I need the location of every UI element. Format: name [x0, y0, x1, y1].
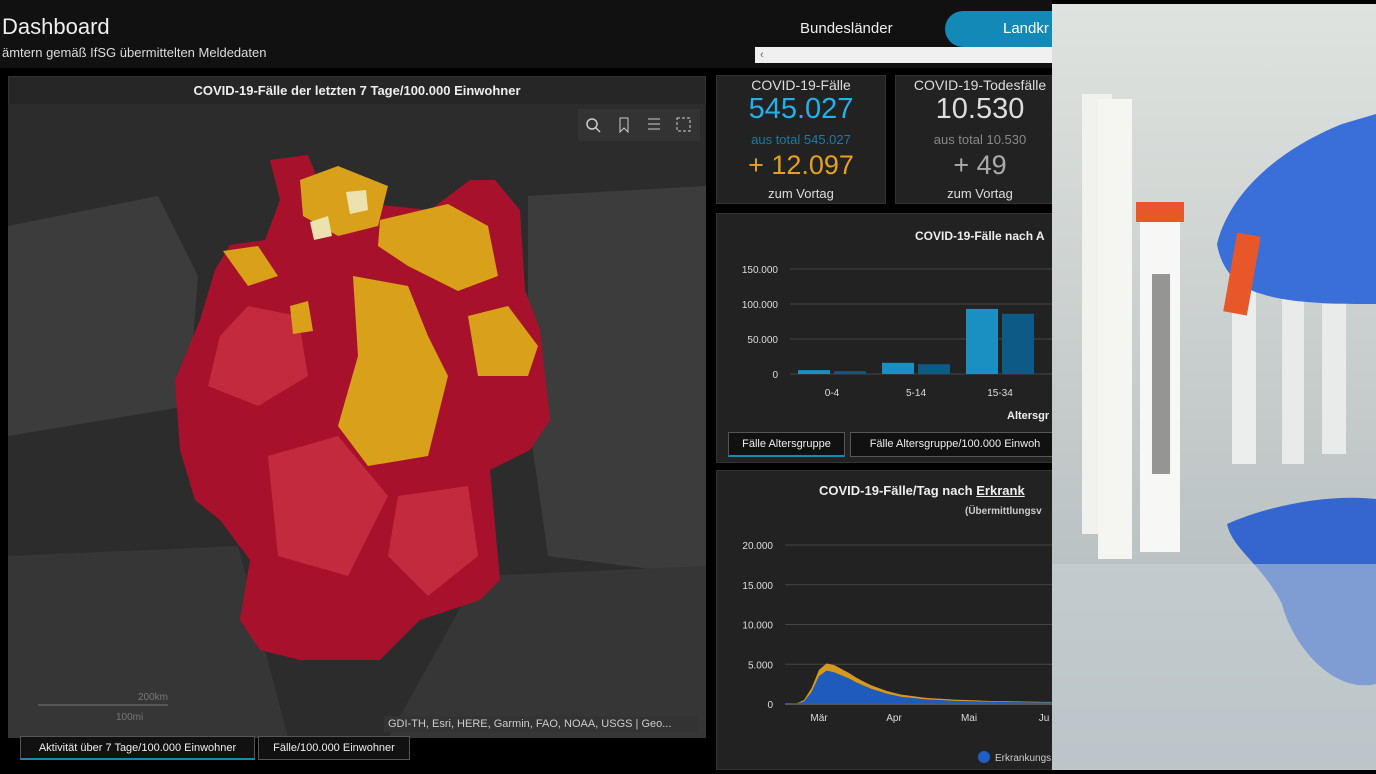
region	[388, 486, 478, 596]
region	[468, 306, 538, 376]
stat-label: COVID-19-Todesfälle	[913, 77, 1047, 93]
land	[388, 566, 706, 738]
charts: 0 50.000 100.000 150.000 0-4 5-14 15-34 0 5.000 1…	[742, 265, 1052, 764]
stat-total: aus total 10.530	[933, 132, 1027, 147]
x-tick-label: Ju	[1039, 713, 1050, 724]
stat-label: COVID-19-Fälle	[751, 77, 851, 93]
bar	[882, 362, 914, 374]
age-title: COVID-19-Fälle nach A	[915, 229, 1045, 243]
tab-label: Landkr	[1003, 20, 1049, 37]
legend-label: Erkrankungs	[995, 753, 1051, 764]
land	[8, 546, 288, 738]
bar	[1002, 313, 1034, 374]
bookmark-icon[interactable]	[619, 117, 629, 134]
land	[528, 186, 706, 576]
land	[8, 196, 198, 436]
map-tab[interactable]: Aktivität über 7 Tage/100.000 Einwohner	[20, 736, 255, 760]
map-tools	[578, 109, 700, 141]
rack	[1052, 564, 1376, 770]
stat-value: 545.027	[748, 93, 854, 125]
map-tab[interactable]: Fälle/100.000 Einwohner	[258, 736, 410, 760]
scale-km: 200km	[138, 692, 168, 703]
x-tick-label: Apr	[886, 713, 902, 724]
basemap-icon[interactable]	[676, 117, 691, 132]
y-tick-label: 100.000	[742, 300, 779, 311]
search-icon[interactable]	[586, 118, 598, 130]
map-title: COVID-19-Fälle der letzten 7 Tage/100.00…	[193, 83, 521, 98]
stat-delta-label: zum Vortag	[768, 186, 834, 201]
stat-delta-label: zum Vortag	[947, 186, 1013, 201]
swab	[1223, 232, 1261, 316]
stat-delta: + 49	[953, 150, 1007, 180]
header-title: Dashboard	[2, 14, 110, 39]
tab-bundeslaender[interactable]: Bundesländer	[800, 20, 893, 37]
y-tick-label: 15.000	[742, 581, 773, 592]
daily-title: COVID-19-Fälle/Tag nach Erkrank	[819, 483, 1025, 498]
x-tick-label: 15-34	[987, 388, 1013, 399]
barcode	[1152, 274, 1170, 474]
age-tab[interactable]: Fälle Altersgruppe	[728, 432, 845, 457]
daily-title-link[interactable]: Erkrank	[976, 483, 1025, 498]
map: 200km 100mi	[8, 104, 706, 738]
x-tick-label: 0-4	[825, 388, 840, 399]
region	[290, 301, 313, 334]
age-tab[interactable]: Fälle Altersgruppe/100.000 Einwoh	[850, 432, 1060, 457]
attribution: GDI-TH, Esri, HERE, Garmin, FAO, NOAA, U…	[388, 718, 672, 730]
scale-mi: 100mi	[116, 712, 143, 723]
y-tick-label: 0	[767, 700, 773, 711]
scrollbar[interactable]: ‹	[755, 47, 1052, 63]
stat-total: aus total 545.027	[751, 132, 851, 147]
region	[223, 246, 278, 286]
stat-delta: + 12.097	[748, 150, 854, 180]
region	[338, 276, 448, 466]
bar	[918, 364, 950, 374]
header-subtitle: ämtern gemäß IfSG übermittelten Meldedat…	[2, 45, 267, 60]
region	[346, 190, 368, 214]
photo	[1052, 4, 1376, 770]
stat-card	[716, 75, 886, 204]
bar	[798, 370, 830, 374]
tube	[1098, 99, 1132, 559]
region	[310, 216, 332, 240]
legend-swatch	[978, 751, 990, 763]
y-tick-label: 5.000	[748, 660, 773, 671]
y-tick-label: 150.000	[742, 265, 779, 276]
age-x-label: Altersgr	[1007, 410, 1050, 422]
y-tick-label: 20.000	[742, 541, 773, 552]
stat-value: 10.530	[935, 93, 1025, 125]
legend-icon[interactable]	[648, 118, 660, 130]
x-tick-label: Mär	[810, 713, 828, 724]
x-tick-label: Mai	[961, 713, 977, 724]
y-tick-label: 0	[772, 370, 778, 381]
tube-cap	[1136, 202, 1184, 222]
daily-subtitle: (Übermittlungsv	[965, 506, 1042, 517]
region	[208, 306, 308, 406]
region	[268, 436, 388, 576]
bar	[834, 371, 866, 374]
region	[378, 204, 498, 291]
area	[789, 670, 1052, 704]
search-icon	[595, 127, 601, 133]
x-tick-label: 5-14	[906, 388, 926, 399]
daily-panel	[716, 470, 1066, 770]
tube	[1282, 294, 1304, 464]
y-tick-label: 50.000	[747, 335, 778, 346]
y-tick-label: 10.000	[742, 621, 773, 632]
bar	[966, 308, 998, 374]
tube	[1322, 304, 1346, 454]
stat-card	[895, 75, 1065, 204]
attribution-bg	[384, 716, 698, 732]
daily-title-text: COVID-19-Fälle/Tag nach	[819, 483, 973, 498]
